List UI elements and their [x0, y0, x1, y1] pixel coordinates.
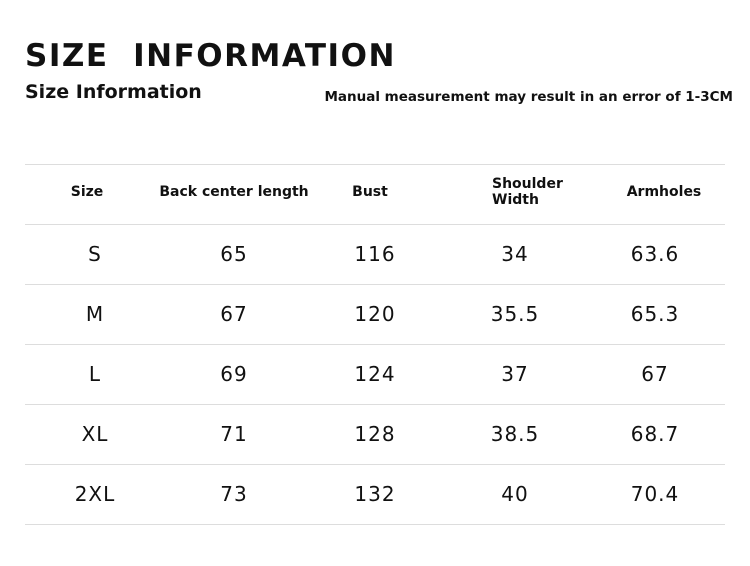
table-cell: 70.4: [630, 482, 680, 506]
table-cell: 68.7: [630, 422, 680, 446]
table-cell: 132: [354, 482, 396, 506]
table-cell: S: [88, 242, 102, 266]
row-divider: [25, 164, 725, 165]
table-cell: 73: [220, 482, 248, 506]
table-cell: 34: [501, 242, 529, 266]
table-cell: 67: [220, 302, 248, 326]
row-divider: [25, 224, 725, 225]
row-divider: [25, 404, 725, 405]
table-cell: 120: [354, 302, 396, 326]
column-header: Shoulder Width: [492, 176, 563, 208]
table-cell: 71: [220, 422, 248, 446]
column-header: Back center length: [159, 184, 309, 200]
row-divider: [25, 524, 725, 525]
table-cell: 69: [220, 362, 248, 386]
column-header: Bust: [352, 184, 388, 200]
table-cell: XL: [81, 422, 109, 446]
table-cell: 35.5: [490, 302, 540, 326]
table-cell: 116: [354, 242, 396, 266]
title: SIZE INFORMATION: [25, 38, 396, 74]
column-header: Size: [70, 184, 104, 200]
table-cell: 65.3: [630, 302, 680, 326]
row-divider: [25, 464, 725, 465]
table-cell: M: [85, 302, 105, 326]
row-divider: [25, 344, 725, 345]
table-cell: 63.6: [630, 242, 680, 266]
row-divider: [25, 284, 725, 285]
table-cell: 67: [641, 362, 669, 386]
table-cell: 65: [220, 242, 248, 266]
column-header: Armholes: [626, 184, 702, 200]
table-cell: 38.5: [490, 422, 540, 446]
table-cell: L: [88, 362, 102, 386]
table-cell: 37: [501, 362, 529, 386]
table-cell: 40: [501, 482, 529, 506]
note: Manual measurement may result in an erro…: [324, 89, 733, 105]
table-cell: 124: [354, 362, 396, 386]
table-cell: 2XL: [74, 482, 116, 506]
table-cell: 128: [354, 422, 396, 446]
subtitle: Size Information: [25, 81, 202, 103]
